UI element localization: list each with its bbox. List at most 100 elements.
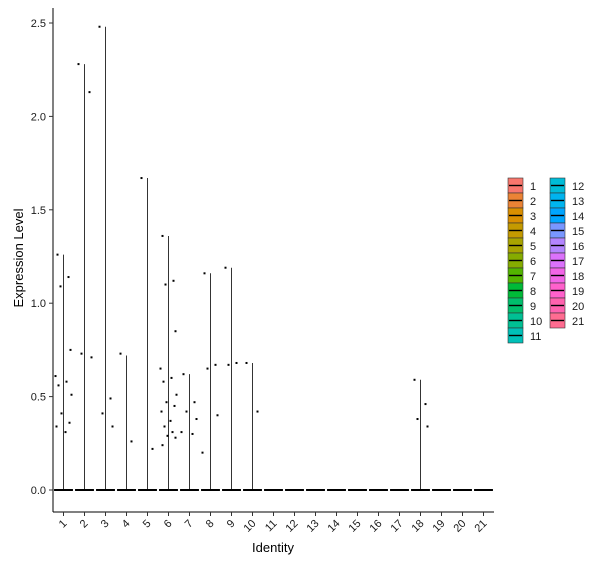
legend-label: 1: [530, 181, 536, 193]
x-axis-title: Identity: [252, 540, 294, 555]
violin-2: [75, 64, 94, 491]
data-point: [67, 276, 70, 279]
violin-18: [411, 379, 430, 491]
x-tick-label: 2: [78, 518, 91, 531]
x-tick-label: 11: [263, 518, 280, 535]
legend-label: 6: [530, 256, 536, 268]
legend-item-10: 10: [507, 312, 542, 329]
legend-label: 15: [572, 226, 584, 238]
legend-label: 13: [572, 196, 584, 208]
data-point: [55, 425, 58, 428]
data-point: [193, 401, 196, 404]
data-point: [206, 367, 209, 370]
legend-label: 7: [530, 271, 536, 283]
legend-item-21: 21: [549, 312, 584, 329]
legend-item-4: 4: [507, 222, 536, 239]
legend-label: 16: [572, 241, 584, 253]
data-point: [65, 380, 68, 383]
x-tick-label: 17: [388, 518, 405, 535]
data-point: [163, 425, 166, 428]
x-tick-label: 7: [183, 518, 196, 531]
data-point: [160, 410, 163, 413]
legend-label: 19: [572, 286, 584, 298]
axes: 0.00.51.01.52.02.51 2 3 4 5 6 7 8 9 10 11 12 13 14 15 1…: [31, 8, 494, 535]
data-point: [140, 177, 143, 180]
data-point: [185, 410, 188, 413]
data-point: [80, 352, 83, 355]
violin-9: [222, 267, 241, 491]
x-tick-label: 18: [409, 518, 426, 535]
legend-item-13: 13: [549, 192, 584, 209]
x-tick-label: 9: [225, 518, 238, 531]
x-tick-label: 19: [430, 518, 447, 535]
x-tick-label: 21: [472, 518, 489, 535]
data-point: [161, 234, 164, 237]
data-point: [424, 403, 427, 406]
legend-item-1: 1: [507, 177, 536, 194]
data-point: [416, 418, 419, 421]
data-point: [68, 421, 71, 424]
legend-label: 17: [572, 256, 584, 268]
data-point: [151, 447, 154, 450]
legend-item-2: 2: [507, 192, 536, 209]
data-point: [172, 279, 175, 282]
violin-5: [138, 178, 157, 491]
data-point: [69, 348, 72, 351]
data-point: [201, 451, 204, 454]
data-point: [173, 404, 176, 407]
data-point: [101, 412, 104, 415]
x-tick-label: 5: [141, 518, 154, 531]
x-tick-label: 4: [120, 518, 133, 531]
data-point: [165, 401, 168, 404]
y-tick-label: 2.0: [31, 111, 46, 123]
y-tick-label: 2.5: [31, 18, 46, 30]
legend-item-18: 18: [549, 267, 584, 284]
data-point: [180, 431, 183, 434]
violin-7: [180, 374, 199, 491]
data-point: [90, 356, 93, 359]
data-point: [169, 419, 172, 422]
violin-6: [159, 235, 178, 491]
x-tick-label: 8: [204, 518, 217, 531]
y-tick-label: 0.0: [31, 485, 46, 497]
legend-label: 14: [572, 211, 584, 223]
x-tick-label: 3: [99, 518, 112, 531]
data-point: [60, 412, 63, 415]
data-point: [191, 432, 194, 435]
data-point: [159, 367, 162, 370]
x-tick-label: 16: [367, 518, 384, 535]
violin-4: [117, 355, 136, 491]
data-point: [70, 393, 73, 396]
legend-item-12: 12: [549, 177, 584, 194]
x-tick-label: 1: [57, 518, 70, 531]
legend-item-7: 7: [507, 267, 536, 284]
legend-item-8: 8: [507, 282, 536, 299]
data-point: [57, 384, 60, 387]
legend-item-14: 14: [549, 207, 584, 224]
violin-10: [243, 362, 262, 491]
data-point: [119, 352, 122, 355]
data-point: [59, 285, 62, 288]
data-point: [64, 431, 67, 434]
legend-item-17: 17: [549, 252, 584, 269]
legend-item-3: 3: [507, 207, 536, 224]
data-point: [216, 414, 219, 417]
data-point: [174, 330, 177, 333]
data-point: [166, 434, 169, 437]
legend-label: 2: [530, 196, 536, 208]
data-point: [182, 373, 185, 376]
data-point: [227, 363, 230, 366]
legend-label: 9: [530, 301, 536, 313]
legend-item-16: 16: [549, 237, 584, 254]
data-point: [224, 266, 227, 269]
data-point: [111, 425, 114, 428]
data-point: [175, 393, 178, 396]
legend-item-15: 15: [549, 222, 584, 239]
y-tick-label: 0.5: [31, 392, 46, 404]
legend-label: 8: [530, 286, 536, 298]
legend-item-9: 9: [507, 297, 536, 314]
legend-label: 18: [572, 271, 584, 283]
legend-item-6: 6: [507, 252, 536, 269]
